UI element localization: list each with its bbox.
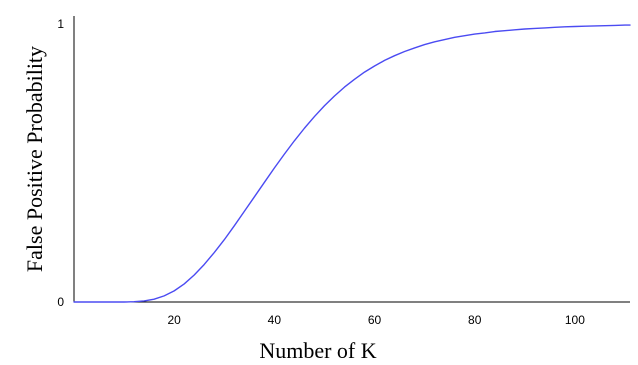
y-axis-title: False Positive Probability: [22, 46, 47, 272]
x-tick-label: 100: [565, 313, 585, 327]
x-tick-label: 60: [368, 313, 382, 327]
y-tick-label: 1: [57, 17, 64, 31]
x-tick-label: 40: [268, 313, 282, 327]
x-tick-label: 20: [168, 313, 182, 327]
x-tick-label: 80: [468, 313, 482, 327]
y-tick-label: 0: [57, 295, 64, 309]
x-axis-title: Number of K: [259, 338, 376, 363]
series-line: [73, 24, 631, 303]
